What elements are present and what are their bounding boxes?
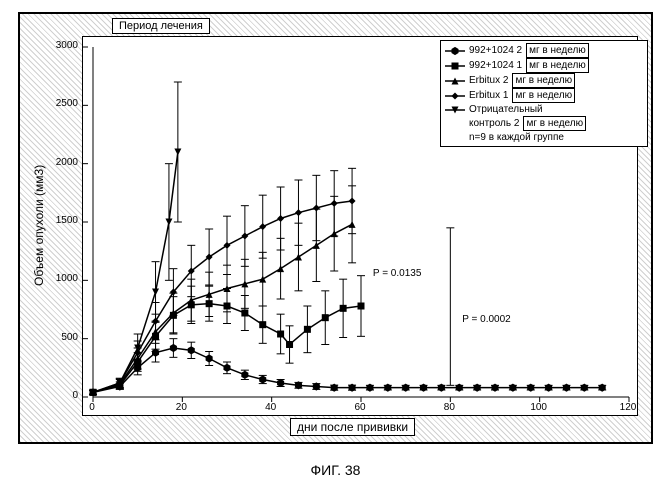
legend-marker-icon <box>445 90 465 102</box>
x-tick-label: 60 <box>350 402 370 413</box>
legend-item: Erbitux 1 мг в неделю <box>445 88 643 103</box>
legend-item: контроль 2 мг в неделю <box>445 116 643 131</box>
y-tick-label: 2000 <box>56 157 78 168</box>
legend-item: 992+1024 1 мг в неделю <box>445 58 643 73</box>
y-tick-label: 500 <box>61 332 78 343</box>
x-tick-label: 80 <box>439 402 459 413</box>
x-tick-label: 120 <box>618 402 638 413</box>
x-tick-label: 100 <box>529 402 549 413</box>
legend: 992+1024 2мг в неделю992+1024 1мг в неде… <box>440 40 648 147</box>
legend-unit-box: мг в неделю <box>512 88 575 103</box>
legend-unit-box: мг в неделю <box>526 43 589 58</box>
p-value-label: P = 0.0002 <box>462 314 510 325</box>
y-tick-label: 3000 <box>56 40 78 51</box>
legend-label: 992+1024 2 <box>469 44 522 57</box>
legend-unit-box: мг в неделю <box>512 73 575 88</box>
treatment-period-text: Период лечения <box>119 20 203 32</box>
legend-marker-icon <box>445 75 465 87</box>
legend-unit-box: мг в неделю <box>526 58 589 73</box>
legend-marker-icon <box>445 104 465 116</box>
x-tick-label: 40 <box>261 402 281 413</box>
y-tick-label: 1000 <box>56 273 78 284</box>
legend-item: Отрицательный <box>445 103 643 116</box>
legend-label: Отрицательный <box>469 103 543 116</box>
y-tick-label: 1500 <box>56 215 78 226</box>
figure-container: Период лечения Объем опухоли (мм3) дни п… <box>0 0 671 500</box>
legend-marker-icon <box>445 45 465 57</box>
legend-label: Erbitux 1 <box>469 89 508 102</box>
x-tick-label: 20 <box>171 402 191 413</box>
legend-item: n=9 в каждой группе <box>445 131 643 144</box>
legend-label: 992+1024 1 <box>469 59 522 72</box>
legend-item: Erbitux 2 мг в неделю <box>445 73 643 88</box>
y-axis-label: Объем опухоли (мм3) <box>32 165 46 286</box>
figure-number: ФИГ. 38 <box>0 462 671 478</box>
x-tick-label: 0 <box>82 402 102 413</box>
y-tick-label: 0 <box>72 390 78 401</box>
p-value-label: P = 0.0135 <box>373 268 421 279</box>
legend-label: Erbitux 2 <box>469 74 508 87</box>
legend-marker-icon <box>445 60 465 72</box>
y-tick-label: 2500 <box>56 98 78 109</box>
legend-label: n=9 в каждой группе <box>469 131 564 144</box>
legend-unit-box: мг в неделю <box>523 116 586 131</box>
legend-item: 992+1024 2 мг в неделю <box>445 43 643 58</box>
x-axis-label: дни после прививки <box>290 418 415 436</box>
legend-label: контроль 2 <box>469 117 519 130</box>
treatment-period-annotation: Период лечения <box>112 18 210 34</box>
